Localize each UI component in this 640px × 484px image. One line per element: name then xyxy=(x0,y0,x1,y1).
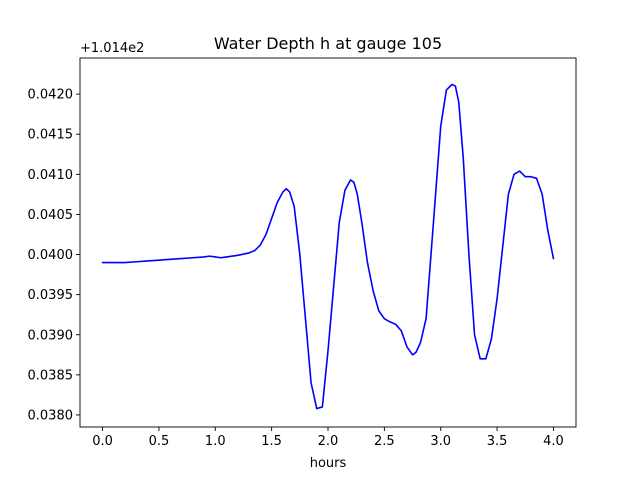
y-tick-label: 0.0420 xyxy=(28,88,74,103)
x-tick-label: 2.0 xyxy=(318,434,339,449)
y-axis-offset-label: +1.014e2 xyxy=(80,41,144,56)
x-tick-label: 1.5 xyxy=(261,434,282,449)
y-tick-label: 0.0380 xyxy=(28,408,74,423)
y-tick-label: 0.0400 xyxy=(28,248,74,263)
x-tick-label: 4.0 xyxy=(543,434,564,449)
x-tick-label: 1.0 xyxy=(205,434,226,449)
y-tick-label: 0.0390 xyxy=(28,328,74,343)
y-tick-label: 0.0410 xyxy=(28,168,74,183)
x-tick-label: 0.5 xyxy=(149,434,170,449)
x-tick-label: 2.5 xyxy=(374,434,395,449)
x-axis-ticks: 0.0 0.5 1.0 1.5 2.0 2.5 3.0 3.5 4.0 xyxy=(92,427,564,449)
y-tick-label: 0.0385 xyxy=(28,368,74,383)
y-tick-label: 0.0395 xyxy=(28,288,74,303)
x-tick-label: 3.5 xyxy=(487,434,508,449)
y-tick-label: 0.0405 xyxy=(28,208,74,223)
y-axis-ticks: 0.0380 0.0385 0.0390 0.0395 0.0400 0.0405 0.04… xyxy=(28,88,80,423)
x-tick-label: 3.0 xyxy=(430,434,451,449)
x-axis-label: hours xyxy=(310,456,347,471)
x-tick-label: 0.0 xyxy=(92,434,113,449)
series-line-0 xyxy=(101,83,555,410)
y-tick-label: 0.0415 xyxy=(28,128,74,143)
chart-title: Water Depth h at gauge 105 xyxy=(214,34,442,53)
